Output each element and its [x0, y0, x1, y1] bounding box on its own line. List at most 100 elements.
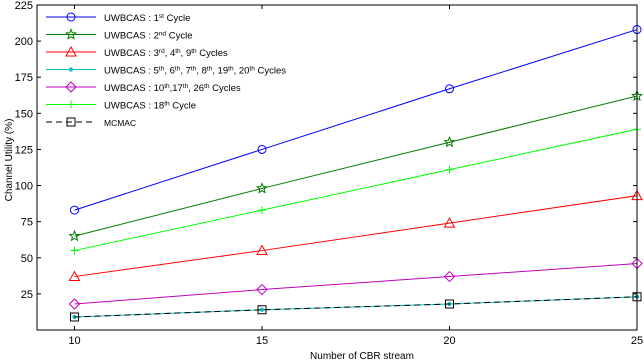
legend-marker [65, 45, 77, 57]
legend-label-part: Cycle [164, 13, 190, 24]
series-line-4 [74, 263, 638, 305]
legend-label: UWBCAS : 3rd, 4th, 9th Cycles [104, 48, 228, 60]
data-point [443, 135, 456, 148]
legend-marker [67, 100, 75, 109]
legend-label-part: , 6 [164, 66, 175, 77]
data-point [255, 182, 269, 194]
legend-entry-6: MCMAC [46, 117, 136, 128]
legend-label-part: Cycles [197, 48, 228, 59]
legend-entry-4: UWBCAS : 10th,17th, 26th Cycles [46, 81, 241, 95]
legend-label: UWBCAS : 5th, 6th, 7th, 8th, 19th, 20th … [104, 65, 286, 77]
legend-label-superscript: th [204, 83, 210, 90]
y-axis-title: Channel Utility (%) [4, 119, 15, 202]
legend-label-superscript: th [249, 65, 255, 72]
legend-label-part: Cycle [166, 31, 192, 42]
series-2 [68, 189, 643, 282]
data-point [70, 312, 79, 322]
data-point [445, 84, 454, 94]
data-point [443, 270, 456, 283]
legend-label-superscript: th [183, 83, 189, 90]
y-tick-label: 25 [21, 289, 33, 301]
legend-marker [66, 117, 76, 127]
legend-entry-1: UWBCAS : 2nd Cycle [46, 28, 193, 42]
legend-label-superscript: th [175, 65, 181, 72]
data-point [258, 206, 266, 215]
data-point [68, 270, 81, 282]
legend-label-part: UWBCAS : 5 [104, 66, 159, 77]
legend-label-part: , 20 [234, 66, 250, 77]
legend-label-superscript: th [191, 65, 197, 72]
data-point [257, 305, 267, 315]
legend-label-superscript: th [175, 48, 181, 55]
series-4 [68, 257, 643, 310]
y-tick-label: 200 [15, 36, 33, 48]
legend-label-part: UWBCAS : 2 [104, 31, 159, 42]
legend-label-superscript: th [228, 65, 234, 72]
legend-label-part: ,17 [170, 83, 183, 94]
series-line-1 [74, 95, 638, 237]
y-tick-label: 125 [15, 144, 33, 156]
legend-entry-3: UWBCAS : 5th, 6th, 7th, 8th, 19th, 20th … [46, 65, 286, 77]
x-tick-label: 25 [631, 335, 643, 347]
series-1 [68, 89, 644, 242]
data-point [70, 246, 79, 255]
legend-marker [68, 67, 74, 72]
legend-label-part: , 7 [180, 66, 191, 77]
legend-label-part: , 19 [212, 66, 228, 77]
legend-label: UWBCAS : 1st Cycle [104, 13, 190, 25]
legend-label-superscript: th [164, 100, 170, 107]
series-layer [68, 25, 644, 322]
data-point [68, 298, 81, 310]
data-point [259, 307, 265, 312]
legend-label-part: UWBCAS : 1 [104, 13, 159, 24]
legend-label: UWBCAS : 18th Cycle [104, 100, 196, 112]
legend-entry-2: UWBCAS : 3rd, 4th, 9th Cycles [46, 45, 228, 60]
data-point [257, 144, 267, 154]
legend-label: UWBCAS : 2nd Cycle [104, 30, 193, 42]
y-tick-label: 225 [15, 0, 33, 12]
data-point [256, 244, 268, 256]
series-5 [70, 125, 641, 255]
legend-marker [66, 12, 76, 22]
legend-marker [64, 28, 78, 40]
data-point [70, 205, 79, 215]
y-tick-label: 175 [15, 72, 33, 84]
legend-label-part: UWBCAS : 18 [104, 101, 164, 112]
series-6 [70, 292, 642, 322]
y-tick-label: 75 [21, 217, 33, 229]
legend-label-part: UWBCAS : 10 [104, 83, 164, 94]
data-point [445, 299, 454, 309]
legend-label-superscript: th [159, 65, 165, 72]
x-axis-title: Number of CBR stream [310, 351, 414, 362]
x-tick-label: 15 [256, 335, 268, 347]
series-line-0 [74, 29, 638, 211]
data-point [443, 217, 456, 228]
legend-label-part: Cycles [255, 66, 286, 77]
legend-label-part: , 26 [188, 83, 204, 94]
series-line-5 [74, 128, 638, 252]
series-line-6 [74, 296, 638, 318]
legend-label-superscript: nd [159, 30, 167, 37]
x-tick-label: 20 [443, 335, 455, 347]
data-point [256, 283, 268, 296]
series-line-2 [74, 195, 638, 278]
y-tick-label: 50 [21, 253, 33, 265]
axes-layer: 25 50 75 100 125 150 175 200 225 10 15 20 25 [15, 0, 643, 347]
legend-label: MCMAC [104, 118, 136, 128]
legend-label-superscript: th [164, 83, 170, 90]
legend-label-part: UWBCAS : 3 [104, 48, 159, 59]
legend-label-part: , 4 [165, 48, 176, 59]
legend-label: UWBCAS : 10th,17th, 26th Cycles [104, 83, 241, 95]
y-tick-label: 100 [15, 181, 33, 193]
legend-label-superscript: st [159, 13, 164, 20]
legend-entry-0: UWBCAS : 1st Cycle [46, 12, 190, 25]
legend-label-part: Cycle [170, 101, 196, 112]
legend-label-superscript: th [207, 65, 213, 72]
legend-label-part: Cycles [210, 83, 241, 94]
legend-label-superscript: th [191, 48, 197, 55]
x-tick-label: 10 [68, 335, 80, 347]
legend-marker [65, 81, 77, 93]
plot-frame [36, 4, 638, 331]
